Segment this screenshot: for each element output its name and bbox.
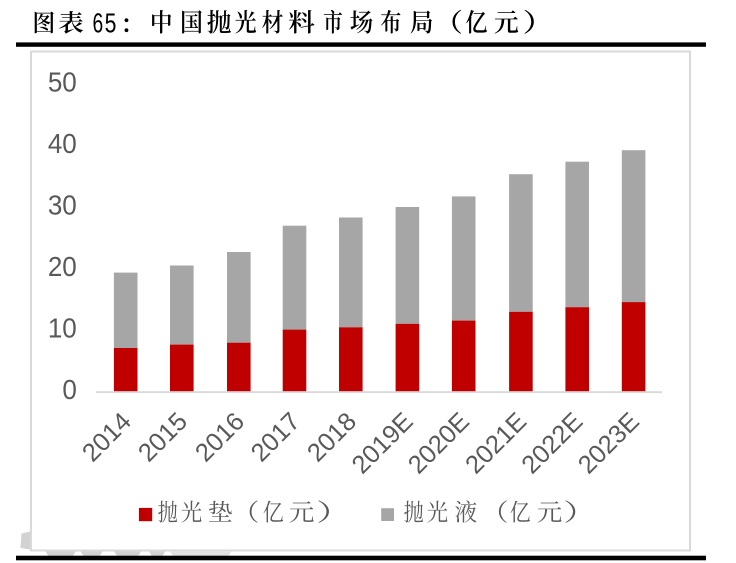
svg-text:30: 30 <box>48 190 77 221</box>
svg-text:40: 40 <box>48 128 77 159</box>
svg-text:50: 50 <box>48 67 77 98</box>
svg-text:10: 10 <box>48 313 77 344</box>
svg-text:0: 0 <box>62 374 76 405</box>
svg-text:20: 20 <box>48 251 77 282</box>
